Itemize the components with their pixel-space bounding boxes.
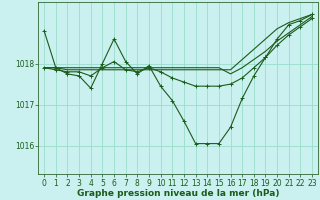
X-axis label: Graphe pression niveau de la mer (hPa): Graphe pression niveau de la mer (hPa) bbox=[77, 189, 279, 198]
